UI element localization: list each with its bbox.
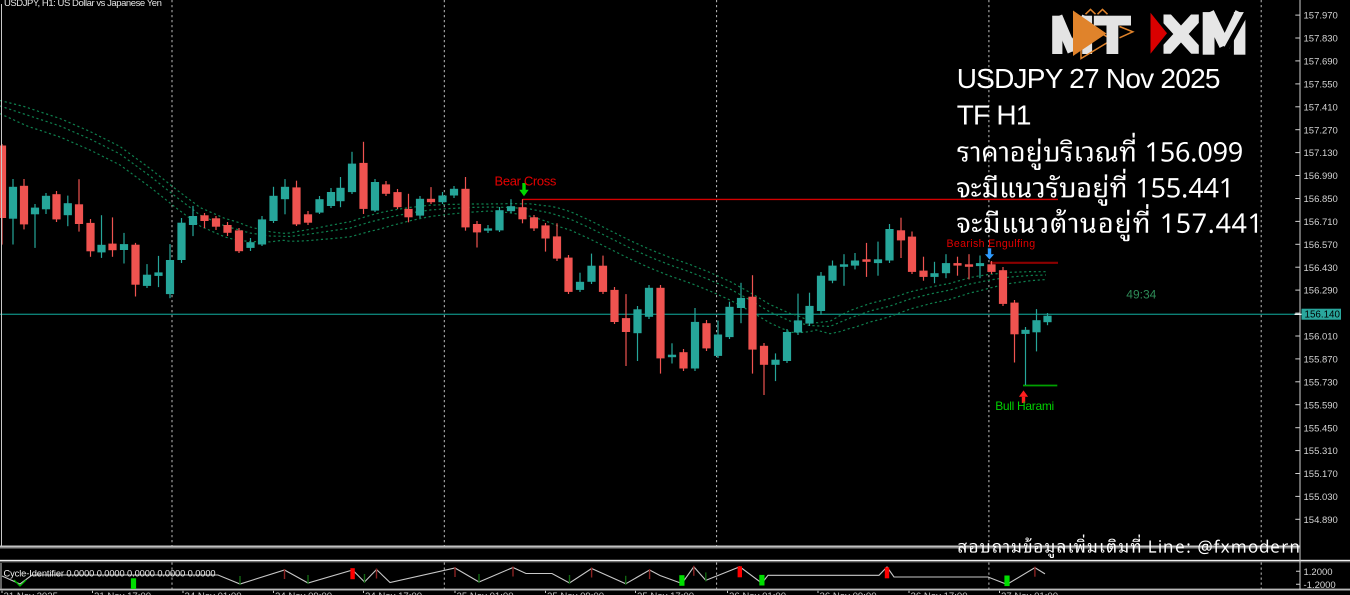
svg-text:26 Nov 09:00: 26 Nov 09:00 xyxy=(820,591,877,595)
svg-text:Bearish Engulfing: Bearish Engulfing xyxy=(947,238,1036,250)
svg-text:157.830: 157.830 xyxy=(1304,34,1338,45)
svg-text:157.130: 157.130 xyxy=(1304,148,1338,159)
svg-text:155.170: 155.170 xyxy=(1304,469,1338,480)
svg-text:155.450: 155.450 xyxy=(1304,423,1338,434)
svg-text:USDJPY, H1: US Dollar vs Japa: USDJPY, H1: US Dollar vs Japanese Yen xyxy=(4,0,162,9)
svg-text:157.690: 157.690 xyxy=(1304,57,1338,68)
svg-text:49:34: 49:34 xyxy=(1126,288,1156,302)
svg-text:1.2000: 1.2000 xyxy=(1304,567,1333,578)
svg-text:-1.2000: -1.2000 xyxy=(1304,580,1336,591)
svg-text:155.870: 155.870 xyxy=(1304,355,1338,366)
svg-text:157.550: 157.550 xyxy=(1304,79,1338,90)
svg-text:Bear Cross: Bear Cross xyxy=(495,173,557,188)
svg-text:156.430: 156.430 xyxy=(1304,263,1338,274)
svg-text:155.730: 155.730 xyxy=(1304,377,1338,388)
svg-text:Cycle-Identifier 0.0000 0.0000: Cycle-Identifier 0.0000 0.0000 0.0000 0.… xyxy=(4,568,216,578)
svg-text:24 Nov 17:00: 24 Nov 17:00 xyxy=(365,591,422,595)
svg-text:27 Nov 01:00: 27 Nov 01:00 xyxy=(1001,591,1058,595)
svg-text:21 Nov 2025: 21 Nov 2025 xyxy=(4,591,58,595)
svg-text:26 Nov 01:00: 26 Nov 01:00 xyxy=(729,591,786,595)
svg-text:154.890: 154.890 xyxy=(1304,515,1338,526)
svg-text:25 Nov 09:00: 25 Nov 09:00 xyxy=(547,591,604,595)
svg-text:24 Nov 01:00: 24 Nov 01:00 xyxy=(185,591,242,595)
svg-text:155.030: 155.030 xyxy=(1304,492,1338,503)
svg-text:TF H1: TF H1 xyxy=(957,99,1031,130)
svg-text:156.570: 156.570 xyxy=(1304,240,1338,251)
svg-text:157.270: 157.270 xyxy=(1304,125,1338,136)
svg-text:USDJPY 27 Nov 2025: USDJPY 27 Nov 2025 xyxy=(957,63,1220,94)
svg-text:155.310: 155.310 xyxy=(1304,446,1338,457)
svg-text:157.970: 157.970 xyxy=(1304,11,1338,22)
svg-text:25 Nov 01:00: 25 Nov 01:00 xyxy=(457,591,514,595)
svg-text:25 Nov 17:00: 25 Nov 17:00 xyxy=(637,591,694,595)
svg-text:21 Nov 17:00: 21 Nov 17:00 xyxy=(94,591,151,595)
svg-text:156.710: 156.710 xyxy=(1304,217,1338,228)
svg-text:Bull Harami: Bull Harami xyxy=(995,399,1054,413)
svg-text:157.410: 157.410 xyxy=(1304,102,1338,113)
svg-text:156.290: 156.290 xyxy=(1304,286,1338,297)
svg-text:26 Nov 17:00: 26 Nov 17:00 xyxy=(911,591,968,595)
svg-text:156.850: 156.850 xyxy=(1304,194,1338,205)
svg-text:156.140: 156.140 xyxy=(1305,310,1341,321)
svg-text:155.590: 155.590 xyxy=(1304,400,1338,411)
svg-text:156.010: 156.010 xyxy=(1304,332,1338,343)
svg-text:24 Nov 09:00: 24 Nov 09:00 xyxy=(275,591,332,595)
svg-text:156.990: 156.990 xyxy=(1304,171,1338,182)
